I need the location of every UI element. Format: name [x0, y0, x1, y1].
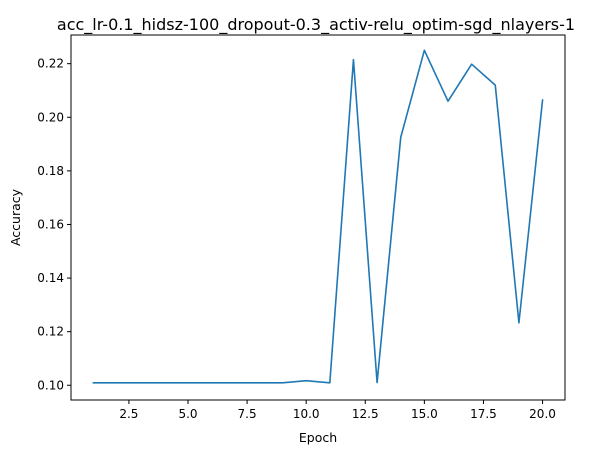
x-tick-label: 20.0 [529, 407, 556, 421]
x-tick-label: 5.0 [178, 407, 197, 421]
plot-area [92, 49, 544, 384]
y-tick-label: 0.22 [37, 57, 64, 71]
y-tick-label: 0.10 [37, 378, 64, 392]
y-tick-label: 0.20 [37, 110, 64, 124]
x-tick-label: 10.0 [293, 407, 320, 421]
y-tick-label: 0.14 [37, 271, 64, 285]
y-tick-label: 0.18 [37, 164, 64, 178]
accuracy-series-line [92, 49, 544, 384]
x-axis-ticks: 2.5 5.0 7.5 10.0 12.5 15.0 17.5 20.0 [119, 400, 556, 421]
chart-title: acc_lr-0.1_hidsz-100_dropout-0.3_activ-r… [57, 15, 575, 35]
y-tick-label: 0.16 [37, 217, 64, 231]
plot-frame [70, 34, 566, 401]
y-axis-label: Accuracy [8, 188, 23, 246]
x-tick-label: 2.5 [119, 407, 138, 421]
x-tick-label: 7.5 [238, 407, 257, 421]
x-tick-label: 17.5 [470, 407, 497, 421]
y-tick-label: 0.12 [37, 325, 64, 339]
x-tick-label: 15.0 [411, 407, 438, 421]
x-tick-label: 12.5 [352, 407, 379, 421]
x-axis-label: Epoch [299, 430, 337, 445]
y-axis-ticks: 0.10 0.12 0.14 0.16 0.18 0.20 0.22 [37, 57, 71, 392]
